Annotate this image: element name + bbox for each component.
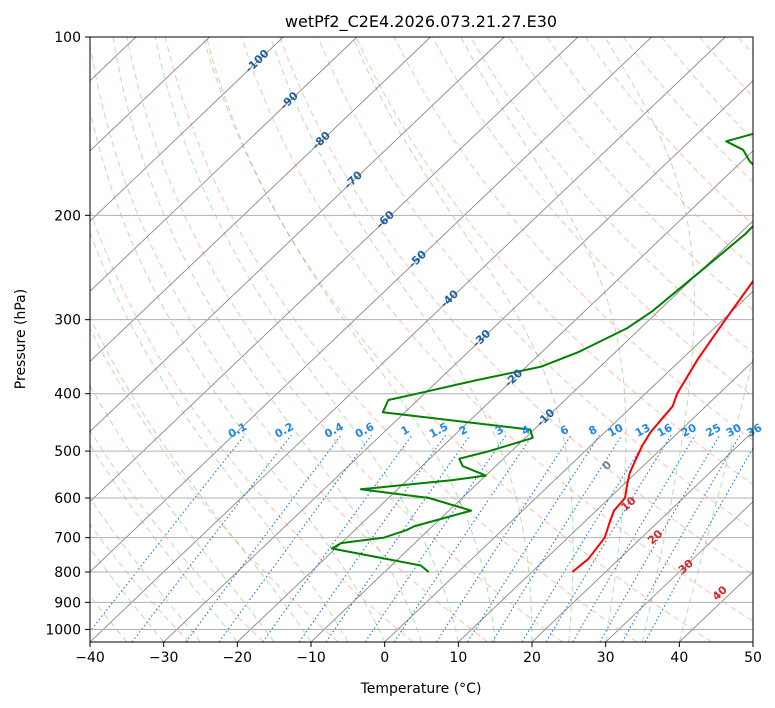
moist-adiabat-line	[90, 497, 201, 642]
x-tick-label: 50	[744, 650, 762, 666]
y-axis: 100 200 300 400 500 600 700 800 900 1000	[45, 30, 90, 638]
y-tick-label: 700	[54, 531, 81, 547]
mixing-ratio-label: 13	[633, 421, 653, 440]
mixing-ratio-line	[545, 434, 672, 642]
y-tick-label: 900	[54, 595, 81, 611]
moist-adiabat-line	[460, 37, 627, 642]
dry-adiabat-line	[126, 37, 563, 642]
mixing-ratio-label: 10	[606, 421, 626, 440]
mixing-ratio-label: 20	[679, 421, 699, 440]
mixing-ratio-label: 36	[745, 421, 765, 440]
mixing-ratio-label: 25	[704, 421, 724, 440]
moist-adiabat-line	[352, 37, 574, 642]
dry-adiabat-line	[90, 523, 190, 642]
y-tick-label: 500	[54, 444, 81, 460]
mixing-ratio-line	[521, 434, 650, 642]
dry-adiabat-line	[623, 37, 753, 183]
isotherm-line	[90, 37, 726, 642]
mixing-ratio-line	[218, 434, 373, 642]
isotherm-line	[90, 37, 358, 292]
y-axis-label: Pressure (hPa)	[13, 289, 29, 389]
mixing-ratio-line	[262, 434, 413, 642]
x-tick-label: 10	[449, 650, 467, 666]
x-tick-label: −20	[223, 650, 253, 666]
y-tick-label: 1000	[45, 622, 81, 638]
moist-adiabat-line	[270, 37, 533, 642]
moist-adiabat-line	[90, 108, 386, 642]
dry-adiabat-line	[90, 41, 488, 642]
moist-adiabat-line	[206, 37, 496, 642]
x-tick-label: −10	[296, 650, 326, 666]
mixing-ratio-line	[131, 434, 292, 642]
mixing-ratio-line	[185, 434, 342, 642]
moist-adiabat-line	[112, 37, 422, 642]
plot-frame	[89, 36, 754, 643]
isotherm-line	[384, 290, 753, 642]
x-tick-label: 0	[380, 650, 389, 666]
x-tick-label: 30	[597, 650, 615, 666]
mixing-ratio-line	[644, 447, 753, 642]
x-axis: −40 −30 −20 −10 0 10 20 30 40 50	[75, 642, 762, 666]
mixing-ratio-line	[435, 434, 572, 642]
x-tick-label: −40	[75, 650, 105, 666]
moist-adiabat-line	[90, 315, 312, 642]
dry-adiabat-line	[202, 37, 712, 642]
isotherm-line	[90, 37, 284, 222]
isotherm-line	[90, 37, 579, 503]
y-tick-label: 800	[54, 565, 81, 581]
isotherm-line	[90, 37, 652, 573]
mixing-ratio-line	[467, 434, 600, 642]
dry-adiabat-line	[317, 37, 753, 530]
mixing-ratio-line	[364, 434, 507, 642]
mixing-ratio-line	[393, 434, 533, 642]
y-tick-label: 400	[54, 387, 81, 403]
y-tick-label: 100	[54, 30, 81, 46]
chart-title: wetPf2_C2E4.2026.073.21.27.E30	[285, 12, 557, 32]
x-axis-label: Temperature (°C)	[360, 681, 482, 697]
y-tick-label: 300	[54, 313, 81, 329]
x-tick-label: 20	[523, 650, 541, 666]
dry-adiabat-line	[470, 37, 753, 354]
dry-adiabat-line	[432, 37, 753, 398]
profile-series	[330, 132, 753, 573]
isotherm-line	[163, 80, 753, 642]
series-line-0	[571, 279, 753, 573]
y-tick-label: 200	[54, 208, 81, 224]
isotherm-line	[531, 430, 753, 642]
dry-adiabat-line	[355, 37, 753, 486]
isotherm-line	[90, 37, 431, 362]
dry-adiabat-line	[661, 37, 753, 141]
dry-adiabat-line	[241, 37, 753, 622]
background-lines	[90, 37, 753, 642]
series-line-1	[330, 132, 753, 573]
isotherm-line	[237, 150, 753, 642]
moist-adiabat-line	[604, 37, 695, 642]
moist-adiabat-line	[678, 356, 753, 642]
mixing-ratio-line	[491, 434, 623, 642]
mixing-ratio-label: 30	[724, 421, 744, 440]
isotherm-line	[458, 360, 753, 642]
x-tick-label: 40	[670, 650, 688, 666]
moist-adiabat-line	[154, 37, 459, 642]
dry-adiabat-line	[90, 209, 414, 642]
x-tick-label: −30	[149, 650, 179, 666]
dry-adiabat-line	[90, 327, 339, 642]
isotherm-line	[90, 37, 210, 152]
y-tick-label: 600	[54, 491, 81, 507]
isotherm-line	[310, 220, 753, 642]
isotherm-line	[90, 37, 505, 433]
isotherm-line	[605, 501, 753, 642]
dry-adiabat-line	[508, 37, 753, 311]
moist-adiabat-line	[90, 230, 349, 642]
mixing-ratio-label: 16	[655, 421, 675, 440]
